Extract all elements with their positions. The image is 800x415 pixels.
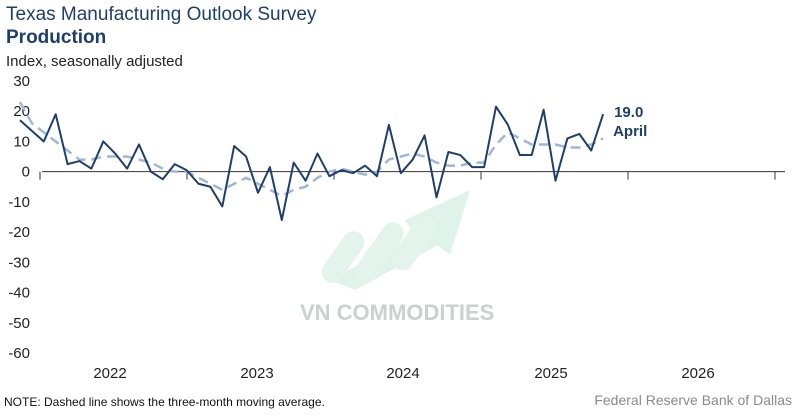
annotation-month: April bbox=[613, 123, 647, 140]
x-tick-label: 2025 bbox=[534, 365, 567, 382]
moving-average-line bbox=[18, 101, 604, 198]
y-tick-label: 10 bbox=[13, 133, 30, 150]
source-credit: Federal Reserve Bank of Dallas bbox=[594, 392, 792, 408]
annotation-value: 19.0 bbox=[614, 104, 643, 121]
y-tick-label: -10 bbox=[8, 194, 30, 211]
watermark-text: VN COMMODITIES bbox=[300, 300, 494, 325]
x-tick-label: 2026 bbox=[681, 365, 714, 382]
y-tick-label: -40 bbox=[8, 285, 30, 302]
y-tick-label: -60 bbox=[8, 345, 30, 362]
y-axis-label: Index, seasonally adjusted bbox=[6, 53, 183, 70]
y-tick-label: 20 bbox=[13, 103, 30, 120]
watermark-bar-icon bbox=[391, 215, 437, 271]
x-tick-label: 2023 bbox=[240, 365, 273, 382]
footnote: NOTE: Dashed line shows the three-month … bbox=[4, 395, 325, 409]
watermark-bar-icon bbox=[354, 222, 404, 284]
y-tick-label: 0 bbox=[22, 164, 30, 181]
y-tick-label: -30 bbox=[8, 254, 30, 271]
x-tick-label: 2024 bbox=[386, 365, 419, 382]
chart-title: Texas Manufacturing Outlook Survey bbox=[6, 4, 317, 25]
chart-subtitle: Production bbox=[6, 27, 107, 48]
watermark-bar-icon bbox=[321, 231, 365, 283]
y-tick-label: -20 bbox=[8, 224, 30, 241]
y-tick-label: -50 bbox=[8, 315, 30, 332]
production-index-line bbox=[19, 105, 605, 222]
x-tick-label: 2022 bbox=[93, 365, 126, 382]
y-tick-label: 30 bbox=[13, 73, 30, 90]
watermark: VN COMMODITIES bbox=[300, 190, 494, 325]
